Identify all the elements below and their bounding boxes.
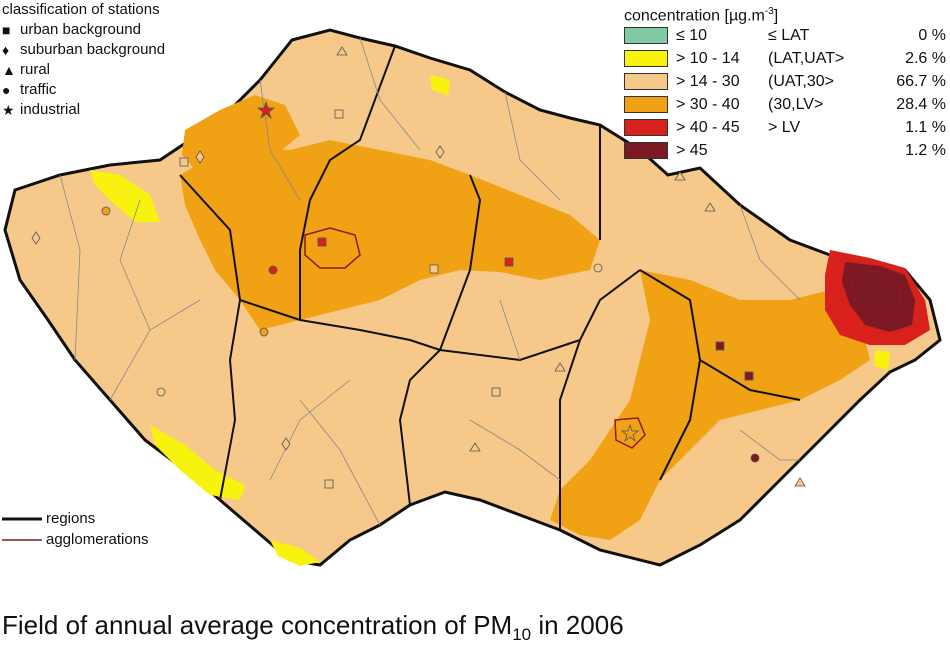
class-range: > 14 - 30 [676, 72, 740, 90]
station-traffic [593, 263, 603, 273]
station-urban-background [317, 237, 327, 247]
class-label: > LV [768, 118, 801, 136]
class-percent: 0 % [918, 26, 946, 44]
class-percent: 28.4 % [896, 95, 946, 113]
station-rural [336, 46, 348, 56]
concentration-class-row: > 10 - 14 (LAT,UAT> 2.6 % [624, 47, 948, 70]
district-borders [59, 37, 801, 526]
class-range: ≤ 10 [676, 26, 708, 44]
zone-10-14-north [430, 75, 450, 95]
agglomeration-brno [614, 417, 646, 449]
class-label: (LAT,UAT> [768, 49, 845, 67]
legend-label: industrial [20, 101, 81, 118]
class-range: > 10 - 14 [676, 49, 740, 67]
legend-label: urban background [20, 21, 141, 38]
station-suburban [435, 145, 445, 159]
station-urban-background [429, 264, 439, 274]
triangle-icon: ▲ [2, 62, 16, 78]
agglomeration-prague [304, 227, 361, 269]
zone-10-14-southwest [150, 425, 245, 500]
station-suburban [281, 437, 291, 451]
legend-item-urban-background: ■ urban background [2, 20, 165, 40]
concentration-class-row: > 14 - 30 (UAT,30> 66.7 % [624, 70, 948, 93]
concentration-legend: concentration [µg.m-3] ≤ 10 ≤ LAT 0 % > 10 … [624, 2, 948, 162]
legend-item-agglomerations: agglomerations [2, 529, 149, 550]
legend-label: agglomerations [46, 530, 149, 548]
concentration-class-row: > 30 - 40 (30,LV> 28.4 % [624, 93, 948, 116]
zone-10-14-east [874, 350, 890, 370]
agglomeration-ostrava [849, 269, 901, 321]
boundary-legend: regions agglomerations [2, 508, 149, 550]
zone-30-40-north [182, 95, 300, 175]
legend-item-regions: regions [2, 508, 149, 529]
class-range: > 40 - 45 [676, 118, 740, 136]
station-rural [794, 477, 806, 487]
class-label: (30,LV> [768, 95, 824, 113]
station-urban-background [179, 157, 189, 167]
station-urban-background [334, 109, 344, 119]
regions-line-sample [2, 517, 42, 520]
station-suburban [195, 150, 205, 164]
legend-item-suburban-background: ♦ suburban background [2, 40, 165, 60]
color-swatch [624, 50, 668, 67]
color-swatch [624, 142, 668, 159]
station-suburban [31, 231, 41, 245]
star-icon: ★ [2, 102, 15, 118]
legend-label: regions [46, 509, 96, 527]
station-traffic [750, 453, 760, 463]
class-label: ≤ LAT [768, 26, 810, 44]
legend-label: rural [20, 61, 51, 78]
class-percent: 1.2 % [905, 141, 946, 159]
class-label: (UAT,30> [768, 72, 834, 90]
station-traffic [156, 387, 166, 397]
station-rural [704, 202, 716, 212]
class-percent: 66.7 % [896, 72, 946, 90]
station-traffic [101, 206, 111, 216]
station-industrial [620, 423, 640, 443]
class-percent: 2.6 % [905, 49, 946, 67]
station-industrial [256, 100, 276, 120]
station-urban-background [504, 257, 514, 267]
class-range: > 45 [676, 141, 708, 159]
color-swatch [624, 73, 668, 90]
agglomerations-line-sample [2, 538, 42, 541]
legend-label: traffic [20, 81, 57, 98]
stations [31, 46, 806, 489]
station-urban-background [715, 341, 725, 351]
map-title: Field of annual average concentration of… [2, 610, 624, 645]
legend-item-rural: ▲ rural [2, 60, 165, 80]
station-legend-heading: classification of stations [2, 1, 160, 18]
station-classification-legend: classification of stations ■ urban backg… [2, 0, 165, 120]
station-urban-background [324, 479, 334, 489]
station-rural [674, 171, 686, 181]
station-rural [554, 362, 566, 372]
station-urban-background [744, 371, 754, 381]
station-traffic [259, 327, 269, 337]
region-borders [179, 45, 801, 530]
zone-10-14-west [90, 170, 160, 222]
legend-item-traffic: ● traffic [2, 80, 165, 100]
color-swatch [624, 119, 668, 136]
class-range: > 30 - 40 [676, 95, 740, 113]
legend-label: suburban background [20, 41, 166, 58]
concentration-class-row: > 40 - 45 > LV 1.1 % [624, 116, 948, 139]
circle-icon: ● [2, 82, 11, 98]
station-traffic [268, 265, 278, 275]
station-rural [469, 442, 481, 452]
color-swatch [624, 27, 668, 44]
legend-item-industrial: ★ industrial [2, 100, 165, 120]
station-urban-background [491, 387, 501, 397]
square-icon: ■ [2, 22, 11, 38]
concentration-class-row: ≤ 10 ≤ LAT 0 % [624, 24, 948, 47]
concentration-class-row: > 45 1.2 % [624, 139, 948, 162]
zone-30-40-east [550, 270, 870, 540]
color-swatch [624, 96, 668, 113]
concentration-legend-heading: concentration [µg.m-3] [624, 6, 779, 25]
class-percent: 1.1 % [905, 118, 946, 136]
zone-10-14-south [270, 540, 320, 566]
zone-30-40-central [180, 140, 600, 330]
diamond-icon: ♦ [2, 42, 10, 58]
